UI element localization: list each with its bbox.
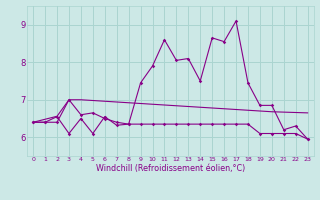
X-axis label: Windchill (Refroidissement éolien,°C): Windchill (Refroidissement éolien,°C) — [96, 164, 245, 173]
